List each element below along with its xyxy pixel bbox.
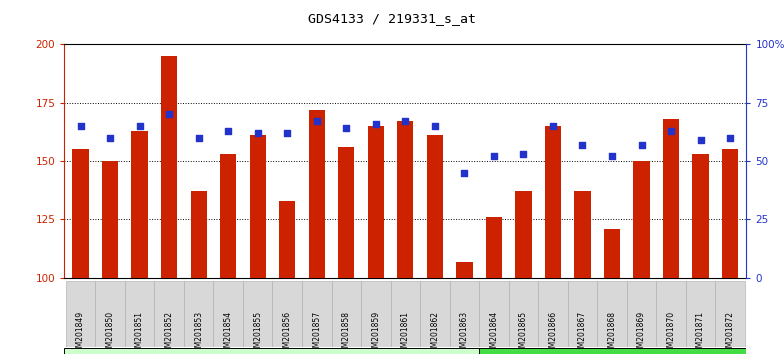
- Bar: [191, 192, 207, 278]
- Bar: [243, 281, 273, 347]
- Bar: [575, 192, 590, 278]
- Bar: [338, 147, 354, 278]
- Bar: [480, 348, 746, 354]
- Bar: [102, 161, 118, 278]
- Text: GSM201857: GSM201857: [312, 311, 321, 354]
- Text: GSM201863: GSM201863: [460, 311, 469, 354]
- Bar: [309, 110, 325, 278]
- Point: [488, 154, 500, 159]
- Bar: [72, 149, 89, 278]
- Bar: [279, 201, 296, 278]
- Text: GSM201859: GSM201859: [372, 311, 380, 354]
- Point: [163, 112, 176, 117]
- Bar: [604, 229, 620, 278]
- Text: GSM201855: GSM201855: [253, 311, 262, 354]
- Point: [576, 142, 589, 148]
- Point: [133, 123, 146, 129]
- Point: [606, 154, 619, 159]
- Point: [458, 170, 470, 176]
- Text: GSM201850: GSM201850: [106, 311, 114, 354]
- Text: GSM201867: GSM201867: [578, 311, 587, 354]
- Bar: [479, 281, 509, 347]
- Point: [635, 142, 648, 148]
- Bar: [213, 281, 243, 347]
- Point: [695, 137, 707, 143]
- Bar: [184, 281, 213, 347]
- Point: [429, 123, 441, 129]
- Bar: [686, 281, 715, 347]
- Point: [281, 130, 293, 136]
- Bar: [545, 126, 561, 278]
- Text: GSM201849: GSM201849: [76, 311, 85, 354]
- Bar: [449, 281, 479, 347]
- Point: [252, 130, 264, 136]
- Point: [74, 123, 87, 129]
- Text: GSM201858: GSM201858: [342, 311, 350, 354]
- Bar: [66, 281, 96, 347]
- Point: [369, 121, 382, 126]
- Point: [192, 135, 205, 141]
- Bar: [515, 192, 532, 278]
- Text: GSM201861: GSM201861: [401, 311, 410, 354]
- Bar: [125, 281, 154, 347]
- Bar: [220, 154, 236, 278]
- Point: [517, 151, 530, 157]
- Text: GSM201868: GSM201868: [608, 311, 616, 354]
- Point: [340, 126, 353, 131]
- Text: GSM201869: GSM201869: [637, 311, 646, 354]
- Bar: [397, 121, 413, 278]
- Bar: [96, 281, 125, 347]
- Point: [310, 119, 323, 124]
- Point: [665, 128, 677, 133]
- Text: GSM201870: GSM201870: [666, 311, 676, 354]
- Point: [103, 135, 116, 141]
- Bar: [390, 281, 420, 347]
- Text: GSM201866: GSM201866: [549, 311, 557, 354]
- Bar: [568, 281, 597, 347]
- Bar: [249, 135, 266, 278]
- Bar: [273, 281, 302, 347]
- Bar: [656, 281, 686, 347]
- Point: [724, 135, 736, 141]
- Text: GSM201854: GSM201854: [223, 311, 233, 354]
- Text: GSM201862: GSM201862: [430, 311, 439, 354]
- Text: GDS4133 / 219331_s_at: GDS4133 / 219331_s_at: [308, 12, 476, 25]
- Bar: [64, 348, 480, 354]
- Bar: [302, 281, 332, 347]
- Bar: [426, 135, 443, 278]
- Bar: [361, 281, 390, 347]
- Bar: [154, 281, 184, 347]
- Bar: [597, 281, 626, 347]
- Bar: [722, 149, 739, 278]
- Bar: [692, 154, 709, 278]
- Text: GSM201872: GSM201872: [726, 311, 735, 354]
- Text: GSM201851: GSM201851: [135, 311, 144, 354]
- Bar: [633, 161, 650, 278]
- Text: GSM201853: GSM201853: [194, 311, 203, 354]
- Bar: [715, 281, 745, 347]
- Text: GSM201856: GSM201856: [283, 311, 292, 354]
- Bar: [626, 281, 656, 347]
- Point: [399, 119, 412, 124]
- Text: GSM201871: GSM201871: [696, 311, 705, 354]
- Bar: [663, 119, 679, 278]
- Bar: [456, 262, 473, 278]
- Bar: [161, 56, 177, 278]
- Text: GSM201865: GSM201865: [519, 311, 528, 354]
- Bar: [420, 281, 449, 347]
- Bar: [132, 131, 147, 278]
- Bar: [538, 281, 568, 347]
- Point: [222, 128, 234, 133]
- Bar: [509, 281, 538, 347]
- Text: GSM201864: GSM201864: [489, 311, 499, 354]
- Bar: [332, 281, 361, 347]
- Text: GSM201852: GSM201852: [165, 311, 173, 354]
- Bar: [486, 217, 502, 278]
- Bar: [368, 126, 384, 278]
- Point: [546, 123, 559, 129]
